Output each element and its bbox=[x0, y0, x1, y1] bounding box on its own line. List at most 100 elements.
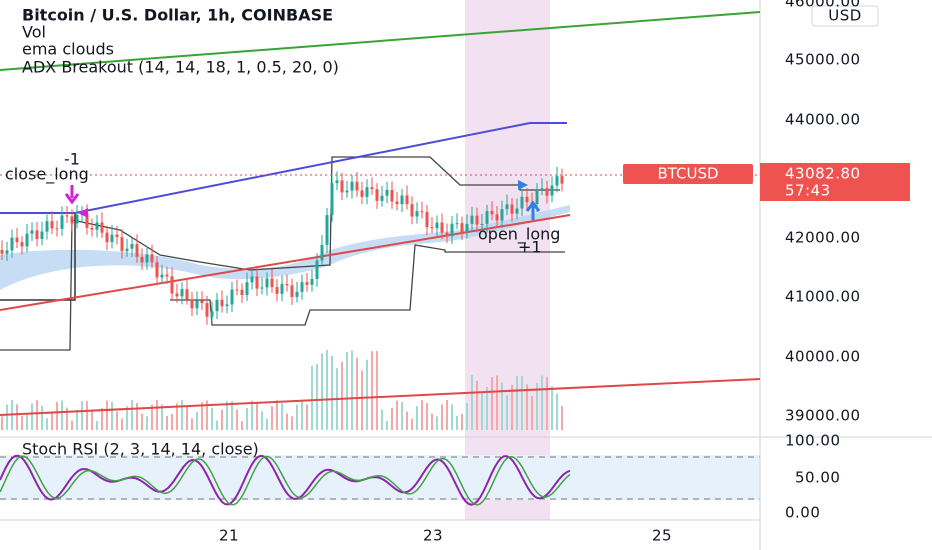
candle bbox=[235, 289, 239, 291]
close-arrow bbox=[64, 185, 80, 205]
time-axis-label: 25 bbox=[652, 527, 672, 545]
candle bbox=[220, 299, 224, 307]
candle bbox=[25, 233, 29, 247]
candle bbox=[130, 243, 134, 249]
volume-bar bbox=[256, 401, 258, 430]
trend-red bbox=[0, 214, 571, 311]
rsi-title: Stoch RSI (2, 3, 14, 14, close) bbox=[22, 440, 259, 459]
candle bbox=[355, 181, 359, 191]
candle bbox=[175, 293, 179, 297]
volume-bar bbox=[71, 420, 73, 430]
volume-bar bbox=[41, 405, 43, 430]
candle bbox=[260, 287, 264, 289]
indicator: ema clouds bbox=[22, 40, 114, 59]
candle bbox=[450, 223, 454, 237]
rsi-k bbox=[0, 454, 571, 506]
volume-bar bbox=[1, 416, 3, 430]
volume-bar bbox=[51, 411, 53, 430]
volume-bar bbox=[476, 380, 478, 430]
volume-bar bbox=[161, 404, 163, 430]
volume-bar bbox=[111, 401, 113, 430]
trend-red-low bbox=[0, 378, 761, 416]
volume-bar bbox=[506, 395, 508, 430]
volume-bar bbox=[361, 370, 363, 430]
candle bbox=[190, 299, 194, 309]
candle bbox=[510, 204, 514, 214]
candle bbox=[410, 204, 414, 217]
time-axis-label: 23 bbox=[423, 527, 443, 545]
candle bbox=[160, 274, 164, 278]
open-marker bbox=[518, 180, 528, 190]
candle bbox=[255, 276, 259, 289]
candle bbox=[95, 222, 99, 230]
volume-bar bbox=[61, 400, 63, 430]
candle bbox=[60, 215, 64, 229]
candle bbox=[180, 289, 184, 297]
annotation: close_long bbox=[5, 165, 89, 185]
volume-bar bbox=[106, 400, 108, 430]
candle bbox=[525, 196, 529, 203]
volume-bar bbox=[6, 404, 8, 430]
volume-bar bbox=[216, 420, 218, 430]
candle bbox=[445, 232, 449, 237]
volume-bar bbox=[376, 351, 378, 430]
volume-bar bbox=[391, 407, 393, 430]
volume-bar bbox=[186, 405, 188, 430]
volume-bar bbox=[526, 384, 528, 430]
candle bbox=[335, 180, 339, 184]
close-marker bbox=[78, 208, 88, 218]
candles bbox=[0, 166, 564, 325]
volume-bar bbox=[26, 414, 28, 430]
rsi-lines bbox=[0, 454, 571, 506]
candle bbox=[115, 234, 119, 238]
price-axis-label: 44000.00 bbox=[785, 111, 861, 129]
candle bbox=[285, 284, 289, 286]
volume-bar bbox=[366, 359, 368, 430]
volume-bar bbox=[431, 413, 433, 430]
candle bbox=[170, 276, 174, 294]
volume-bar bbox=[86, 401, 88, 430]
session-highlight bbox=[465, 0, 550, 520]
candle bbox=[340, 180, 344, 193]
candle bbox=[430, 227, 434, 229]
candle bbox=[480, 223, 484, 225]
title: Bitcoin / U.S. Dollar, 1h, COINBASE bbox=[22, 6, 333, 25]
candle bbox=[185, 289, 189, 300]
candle bbox=[85, 213, 89, 228]
currency-button[interactable] bbox=[811, 5, 879, 27]
candle bbox=[45, 221, 49, 232]
candle bbox=[460, 223, 464, 233]
candle bbox=[500, 209, 504, 221]
volume-bar bbox=[151, 404, 153, 430]
candle bbox=[475, 215, 479, 225]
volume-bar bbox=[46, 418, 48, 430]
candle bbox=[10, 237, 14, 251]
volume-bar bbox=[261, 411, 263, 430]
volume-bar bbox=[401, 401, 403, 430]
trend-green bbox=[0, 11, 761, 71]
candle bbox=[205, 303, 209, 317]
volume-bar bbox=[276, 400, 278, 430]
volume-bar bbox=[201, 402, 203, 430]
volume-bar bbox=[131, 400, 133, 430]
volume-bar bbox=[316, 364, 318, 430]
volume-bar bbox=[181, 400, 183, 430]
candle bbox=[70, 216, 74, 224]
volume-bar bbox=[511, 384, 513, 430]
volume-bar bbox=[421, 400, 423, 430]
volume-bar bbox=[536, 382, 538, 430]
candle bbox=[535, 189, 539, 204]
candle bbox=[40, 231, 44, 240]
candle bbox=[425, 211, 429, 228]
candle bbox=[465, 223, 469, 233]
indicator: Vol bbox=[22, 23, 46, 42]
volume-bar bbox=[266, 418, 268, 430]
candle bbox=[120, 237, 124, 252]
currency[interactable]: USD bbox=[828, 7, 862, 25]
candle bbox=[390, 189, 394, 202]
candle bbox=[15, 237, 19, 243]
volume-bar bbox=[96, 421, 98, 430]
candle bbox=[140, 256, 144, 263]
volume-bar bbox=[156, 400, 158, 430]
